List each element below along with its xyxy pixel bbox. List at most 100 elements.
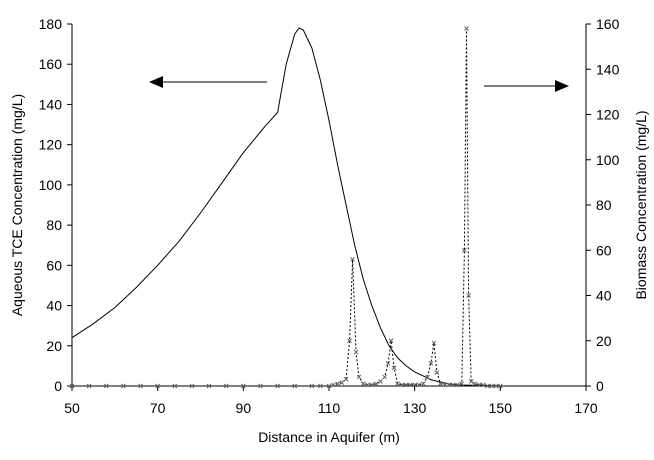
biomass-data-point [172, 383, 178, 389]
biomass-data-point [339, 380, 345, 385]
x-tick-label: 170 [574, 400, 598, 416]
biomass-data-point [450, 382, 456, 388]
biomass-data-point [464, 26, 469, 31]
biomass-data-point [223, 383, 229, 389]
left-y-tick-label: 80 [46, 217, 62, 233]
biomass-data-point [472, 381, 477, 387]
biomass-data-point [434, 370, 440, 375]
biomass-data-point [459, 381, 465, 387]
biomass-data-point [373, 381, 379, 387]
biomass-data-point [431, 340, 437, 346]
ticks: 50 70 90 110 130 150 170 0 20 40 60 80 100 120 140 160 1… [39, 16, 620, 416]
series-layer [69, 26, 503, 389]
biomass-data-point [258, 383, 263, 389]
biomass-data-point [189, 383, 195, 389]
left-y-tick-label: 40 [46, 298, 62, 314]
biomass-data-point [343, 376, 349, 382]
biomass-data-point [378, 379, 383, 384]
x-tick-label: 50 [64, 400, 80, 416]
right-y-tick-label: 0 [596, 378, 604, 394]
biomass-data-point [69, 383, 75, 389]
left-y-axis-title: Aqueous TCE Concentration (mg/L) [9, 94, 25, 316]
arrow-left-annotation [149, 76, 267, 88]
biomass-data-point [385, 361, 391, 366]
left-y-tick-label: 160 [39, 56, 63, 72]
x-tick-label: 150 [489, 400, 513, 416]
left-y-tick-label: 100 [39, 177, 63, 193]
biomass-data-point [369, 382, 375, 388]
biomass-data-point [360, 381, 366, 387]
biomass-data-point [461, 247, 467, 253]
biomass-data-point [391, 365, 397, 371]
right-y-tick-label: 140 [596, 61, 620, 77]
tce-series-line [71, 27, 501, 387]
right-y-axis-title: Biomass Concentration (mg/L) [633, 110, 649, 299]
biomass-data-point [326, 383, 332, 389]
biomass-data-point [292, 383, 298, 389]
biomass-data-point [318, 383, 323, 389]
biomass-data-point [365, 382, 370, 388]
biomass-data-point [442, 382, 448, 388]
biomass-data-point [403, 382, 409, 388]
biomass-data-point [382, 374, 388, 380]
biomass-data-point [416, 382, 422, 388]
biomass-data-point [388, 338, 394, 344]
biomass-data-point [438, 381, 443, 387]
biomass-data-point [497, 383, 503, 389]
right-y-tick-label: 100 [596, 152, 620, 168]
x-axis-title: Distance in Aquifer (m) [258, 429, 400, 445]
biomass-series-line [72, 28, 501, 387]
biomass-data-point [408, 382, 413, 388]
biomass-data-point [446, 382, 452, 388]
biomass-data-point [86, 383, 92, 389]
left-y-tick-label: 20 [46, 338, 62, 354]
arrow-right-annotation [484, 80, 569, 92]
x-tick-label: 70 [150, 400, 166, 416]
biomass-data-point [356, 374, 362, 380]
biomass-data-point [420, 381, 426, 387]
x-tick-label: 90 [236, 400, 252, 416]
biomass-data-point [399, 382, 405, 388]
biomass-data-point [138, 383, 143, 389]
biomass-data-point [489, 383, 495, 389]
left-y-tick-label: 120 [39, 137, 63, 153]
biomass-data-point [155, 383, 161, 389]
biomass-data-point [350, 256, 355, 262]
annotations [149, 76, 569, 92]
left-y-tick-label: 180 [39, 16, 63, 32]
biomass-data-point [275, 383, 280, 389]
left-y-tick-label: 60 [46, 257, 62, 273]
right-y-tick-label: 120 [596, 107, 620, 123]
biomass-data-point [121, 383, 126, 389]
left-y-tick-label: 0 [54, 378, 62, 394]
biomass-data-point [466, 293, 471, 298]
biomass-data-point [330, 382, 336, 388]
right-y-tick-label: 40 [596, 288, 612, 304]
biomass-data-point [480, 382, 486, 388]
biomass-data-point [347, 338, 352, 344]
x-tick-label: 110 [318, 400, 341, 416]
biomass-data-point [476, 382, 482, 388]
biomass-data-point [103, 383, 109, 389]
biomass-data-point [309, 383, 315, 389]
left-y-tick-label: 140 [39, 96, 63, 112]
right-y-tick-label: 80 [596, 197, 612, 213]
biomass-data-point [493, 383, 499, 389]
biomass-data-point [353, 349, 359, 355]
biomass-data-point [335, 381, 340, 387]
biomass-data-point [428, 361, 434, 366]
right-y-tick-label: 160 [596, 16, 620, 32]
biomass-data-point [425, 374, 430, 380]
biomass-data-point [412, 382, 418, 388]
biomass-data-point [395, 381, 400, 387]
biomass-data-point [455, 382, 460, 388]
biomass-data-point [485, 383, 490, 389]
biomass-data-point [240, 383, 246, 389]
axes [71, 24, 587, 387]
right-y-tick-label: 20 [596, 333, 612, 349]
x-tick-label: 130 [403, 400, 427, 416]
biomass-data-point [206, 383, 212, 389]
right-y-tick-label: 60 [596, 242, 612, 258]
biomass-data-point [468, 379, 474, 384]
